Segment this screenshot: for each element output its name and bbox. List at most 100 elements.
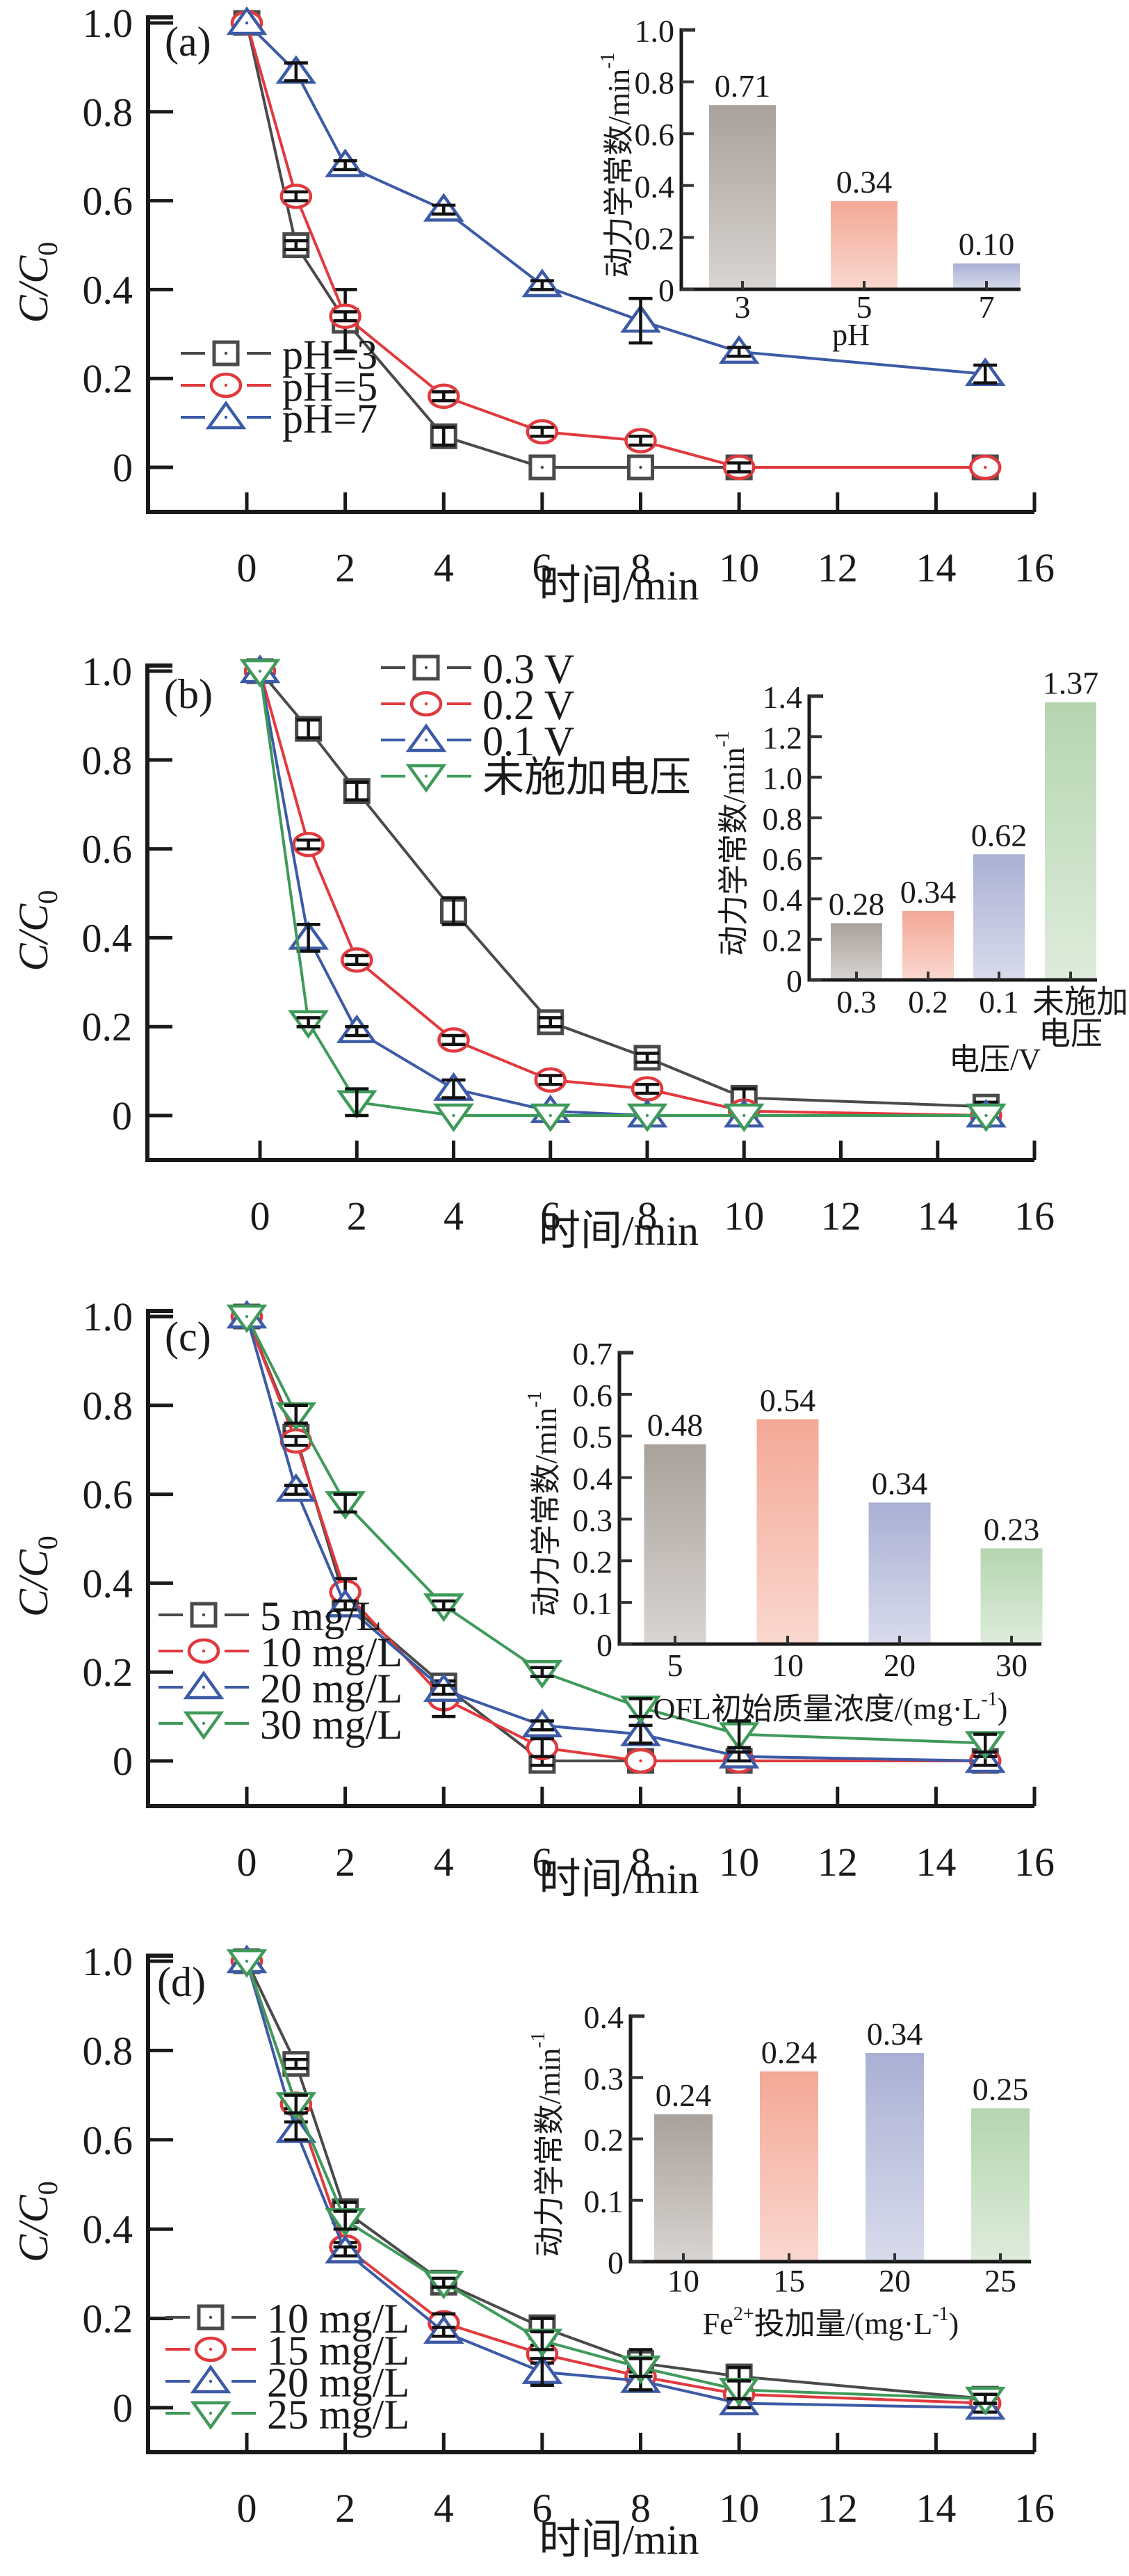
y-axis-label-subscript: 0 <box>32 1536 63 1549</box>
data-point <box>226 6 268 35</box>
inset-y-tick-label: 1.0 <box>763 761 803 796</box>
marker-center-dot <box>202 1613 206 1617</box>
data-point <box>626 1103 668 1132</box>
inset-y-tick-label: 0.3 <box>584 2061 624 2096</box>
x-tick-label: 16 <box>1014 545 1055 590</box>
legend: 10 mg/L15 mg/L20 mg/L25 mg/L <box>165 2296 409 2438</box>
marker-center-dot <box>645 1113 649 1118</box>
panel-label: (d) <box>157 1959 206 2005</box>
inset-y-tick-label: 0.4 <box>763 882 803 917</box>
inset-y-tick-label: 0.8 <box>763 801 803 837</box>
inset-y-axis-label: 动力学常数/min-1 <box>597 52 636 277</box>
inset-y-tick-label: 1.2 <box>763 720 803 755</box>
legend-item: 20 mg/L <box>159 1666 403 1712</box>
data-point <box>239 659 281 688</box>
legend-marker <box>205 401 247 431</box>
legend-item: pH=7 <box>181 396 377 442</box>
legend-item: 30 mg/L <box>159 1702 403 1748</box>
series-line <box>245 22 986 376</box>
marker-center-dot <box>983 465 987 469</box>
inset-y-tick-label: 0.3 <box>573 1502 613 1538</box>
y-tick-label: 0 <box>113 1739 133 1784</box>
inset-y-axis-label-text: 动力学常数/min <box>602 69 636 278</box>
inset-y-axis-label: 动力学常数/min-1 <box>528 2031 567 2257</box>
inset-x-tick-label: 0.2 <box>908 984 948 1020</box>
legend-item: 0.1 V <box>381 718 574 764</box>
y-tick-label: 0 <box>112 1093 132 1138</box>
x-tick-label: 16 <box>1014 1840 1055 1885</box>
y-tick-label: 0.4 <box>83 1561 133 1606</box>
inset-y-tick-label: 0.6 <box>635 117 675 152</box>
bar <box>866 2052 924 2262</box>
inset-x-axis-label: pH <box>832 318 870 352</box>
inset-x-axis-label: OFL初始质量浓度/(mg·L-1) <box>653 1689 1008 1726</box>
data-point <box>966 1103 1007 1132</box>
legend-label: 30 mg/L <box>260 1702 403 1748</box>
marker-center-dot <box>202 1685 206 1689</box>
inset-y-axis-label-text: 动力学常数/min <box>717 747 751 956</box>
inset-y-tick-label: 0.5 <box>573 1419 613 1455</box>
legend-item: pH=3 <box>181 332 377 378</box>
inset-x-tick-label: 25 <box>984 2263 1016 2299</box>
bar-value-label: 0.25 <box>973 2071 1029 2107</box>
y-tick-label: 0.8 <box>83 2028 133 2073</box>
y-tick-label: 0.8 <box>83 1383 133 1428</box>
legend-item: 15 mg/L <box>165 2328 409 2374</box>
x-tick-label: 0 <box>250 1193 270 1239</box>
y-tick-label: 0.2 <box>83 1650 133 1695</box>
marker-center-dot <box>224 351 228 355</box>
x-tick-label: 0 <box>237 1840 257 1885</box>
inset-bar-chart: 0.71 0.34 0.10 0 0.2 0.4 0.6 0.8 1.0 3 5 7 动力学常数/min… <box>597 13 1021 352</box>
axis-frame <box>146 1309 1034 1808</box>
y-tick-label: 1.0 <box>83 1294 133 1339</box>
legend-marker-icon <box>205 401 247 430</box>
marker-center-dot <box>258 669 262 673</box>
legend-item: 10 mg/L <box>165 2296 409 2342</box>
bar <box>644 1444 706 1644</box>
legend-marker <box>205 371 247 399</box>
x-tick-label: 8 <box>631 1840 651 1885</box>
bar-value-label: 0.34 <box>872 1465 928 1501</box>
inset-y-axis-label-text: 动力学常数/min <box>529 1408 563 1617</box>
marker-center-dot <box>224 383 228 387</box>
inset-y-tick-label: 0.2 <box>584 2123 624 2158</box>
y-tick-label: 0.8 <box>83 90 133 135</box>
x-tick-label: 4 <box>444 1193 464 1239</box>
marker-center-dot <box>209 2347 213 2351</box>
marker-center-dot <box>540 465 544 469</box>
inset-y-tick-label: 0 <box>786 963 802 999</box>
bar <box>709 105 776 290</box>
inset-y-axis-label-superscript: -1 <box>528 2031 549 2047</box>
series-2 <box>230 10 1002 481</box>
x-tick-label: 10 <box>719 1840 759 1885</box>
x-tick-label: 12 <box>818 1840 858 1885</box>
legend-label: 10 mg/L <box>267 2296 409 2342</box>
y-axis-label: C/C0 <box>10 890 63 972</box>
inset-x-axis-label-end: ) <box>949 2307 959 2341</box>
marker-center-dot <box>424 702 428 706</box>
data-point <box>530 1103 571 1132</box>
legend-item: 5 mg/L <box>159 1593 382 1639</box>
bar-value-label: 0.62 <box>971 817 1028 853</box>
inset-y-tick-label: 0.2 <box>573 1544 613 1579</box>
bar <box>654 2114 713 2262</box>
y-tick-label: 0.4 <box>83 267 133 312</box>
legend-marker-icon <box>190 2365 232 2394</box>
x-tick-label: 6 <box>540 1193 560 1239</box>
y-axis-label-main: C/C <box>10 255 56 323</box>
inset-x-axis-label-superscript: -1 <box>932 2303 948 2325</box>
x-tick-label: 4 <box>434 545 454 590</box>
y-tick-label: 1.0 <box>82 649 133 694</box>
x-axis-label: 时间/min <box>539 2517 699 2563</box>
series-line <box>245 1961 986 2401</box>
bar <box>980 1548 1043 1644</box>
x-tick-label: 8 <box>637 1193 658 1239</box>
y-axis-label-subscript: 0 <box>32 890 63 904</box>
axis-frame <box>146 1954 1034 2454</box>
bar <box>756 1419 819 1644</box>
data-point <box>226 1304 268 1333</box>
marker-center-dot <box>245 1314 249 1319</box>
x-tick-label: 10 <box>719 545 759 590</box>
inset-x-tick-label: 20 <box>884 1648 916 1683</box>
y-axis-label-subscript: 0 <box>32 242 63 256</box>
